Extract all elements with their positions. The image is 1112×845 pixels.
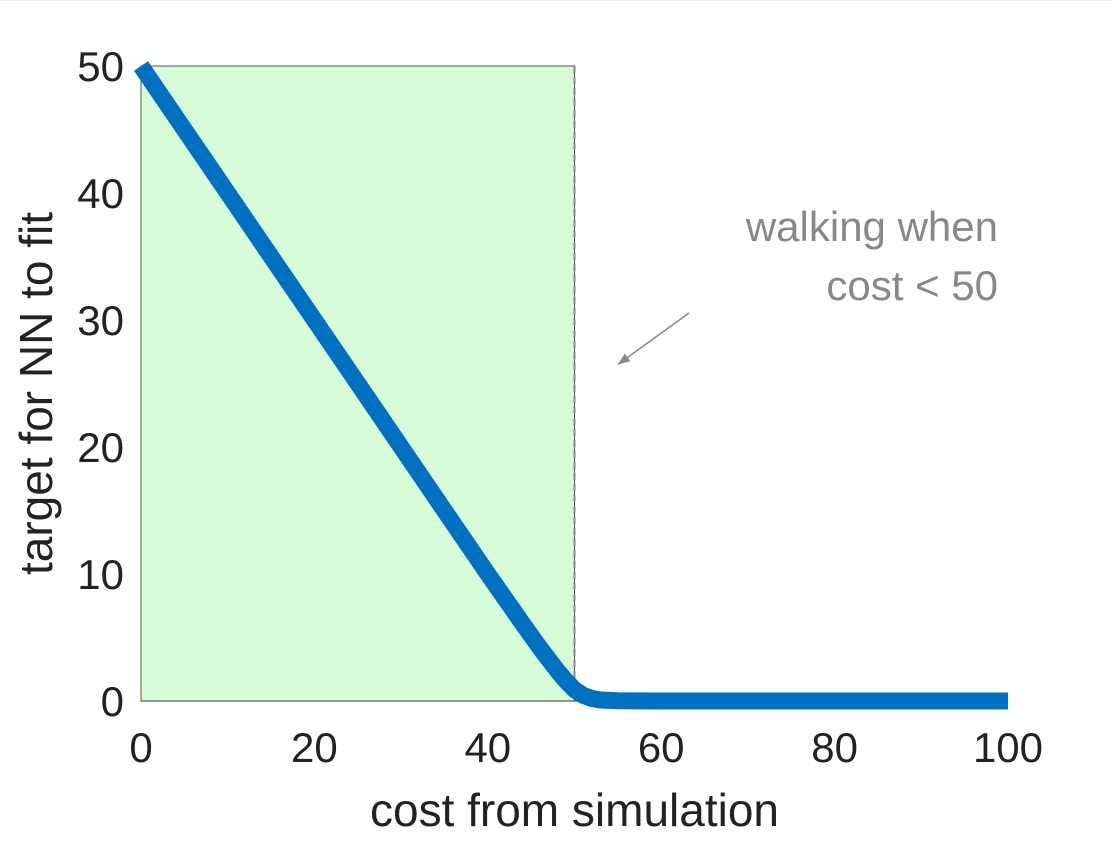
x-tick-label: 0: [129, 724, 152, 771]
top-divider: [0, 0, 1112, 1]
y-tick-label: 20: [77, 424, 124, 471]
series-line-0: [133, 61, 1008, 710]
annotation-arrow-head: [617, 353, 631, 365]
x-tick-label: 80: [811, 724, 858, 771]
y-tick-label: 40: [77, 170, 124, 217]
annotation-text: walking when: [745, 203, 998, 250]
y-tick-label: 50: [77, 43, 124, 90]
x-tick-label: 40: [464, 724, 511, 771]
x-tick-label: 60: [638, 724, 685, 771]
y-tick-label: 0: [101, 678, 124, 725]
annotation-arrow-line: [617, 312, 690, 366]
x-axis-label: cost from simulation: [370, 784, 779, 836]
annotation-text: cost < 50: [826, 262, 998, 309]
y-tick-label: 10: [77, 551, 124, 598]
y-tick-label: 30: [77, 297, 124, 344]
x-tick-label: 100: [973, 724, 1043, 771]
x-tick-label: 20: [291, 724, 338, 771]
y-axis-label: target for NN to fit: [10, 212, 62, 575]
